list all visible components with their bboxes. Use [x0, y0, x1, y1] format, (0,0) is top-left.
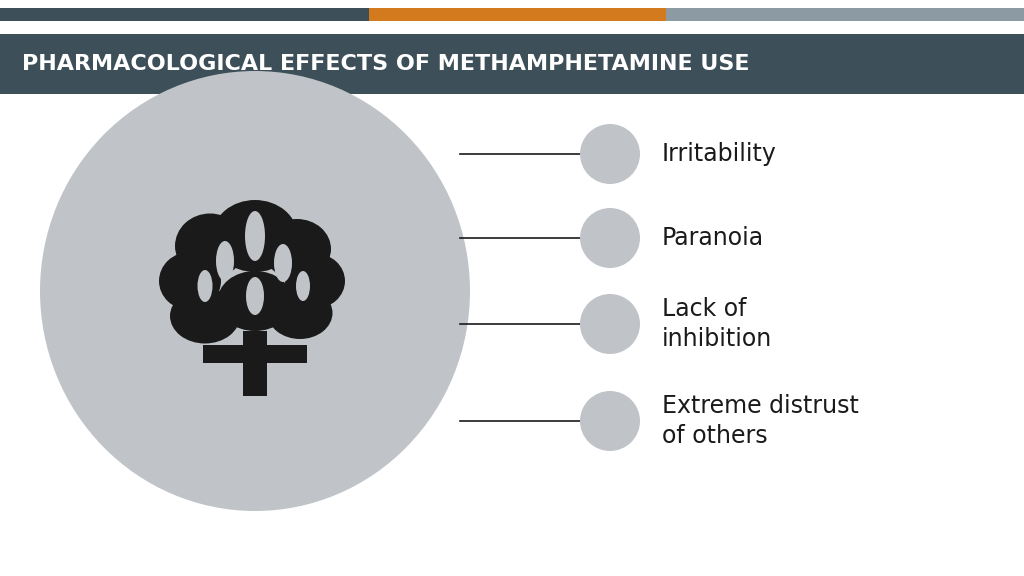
Ellipse shape — [246, 277, 264, 315]
FancyBboxPatch shape — [369, 8, 666, 21]
FancyBboxPatch shape — [203, 345, 247, 363]
Ellipse shape — [245, 211, 265, 261]
Text: Irritability: Irritability — [662, 142, 777, 166]
Ellipse shape — [170, 289, 240, 343]
Text: PHARMACOLOGICAL EFFECTS OF METHAMPHETAMINE USE: PHARMACOLOGICAL EFFECTS OF METHAMPHETAMI… — [22, 54, 750, 74]
Circle shape — [580, 208, 640, 268]
Ellipse shape — [40, 71, 470, 511]
Ellipse shape — [263, 219, 331, 279]
Ellipse shape — [175, 214, 245, 279]
Ellipse shape — [159, 252, 221, 310]
Ellipse shape — [198, 270, 213, 302]
Circle shape — [580, 391, 640, 451]
FancyBboxPatch shape — [263, 345, 307, 363]
Circle shape — [580, 294, 640, 354]
Circle shape — [580, 124, 640, 184]
Ellipse shape — [267, 287, 333, 339]
Text: Paranoia: Paranoia — [662, 226, 764, 250]
FancyBboxPatch shape — [0, 34, 1024, 94]
Ellipse shape — [217, 271, 293, 331]
Ellipse shape — [216, 241, 234, 281]
Ellipse shape — [213, 200, 298, 272]
FancyBboxPatch shape — [0, 8, 369, 21]
Text: Extreme distrust
of others: Extreme distrust of others — [662, 394, 859, 448]
FancyBboxPatch shape — [243, 331, 267, 396]
FancyBboxPatch shape — [666, 8, 1024, 21]
Ellipse shape — [285, 253, 345, 309]
Text: Lack of
inhibition: Lack of inhibition — [662, 297, 772, 351]
Ellipse shape — [296, 271, 310, 301]
Ellipse shape — [274, 244, 292, 282]
